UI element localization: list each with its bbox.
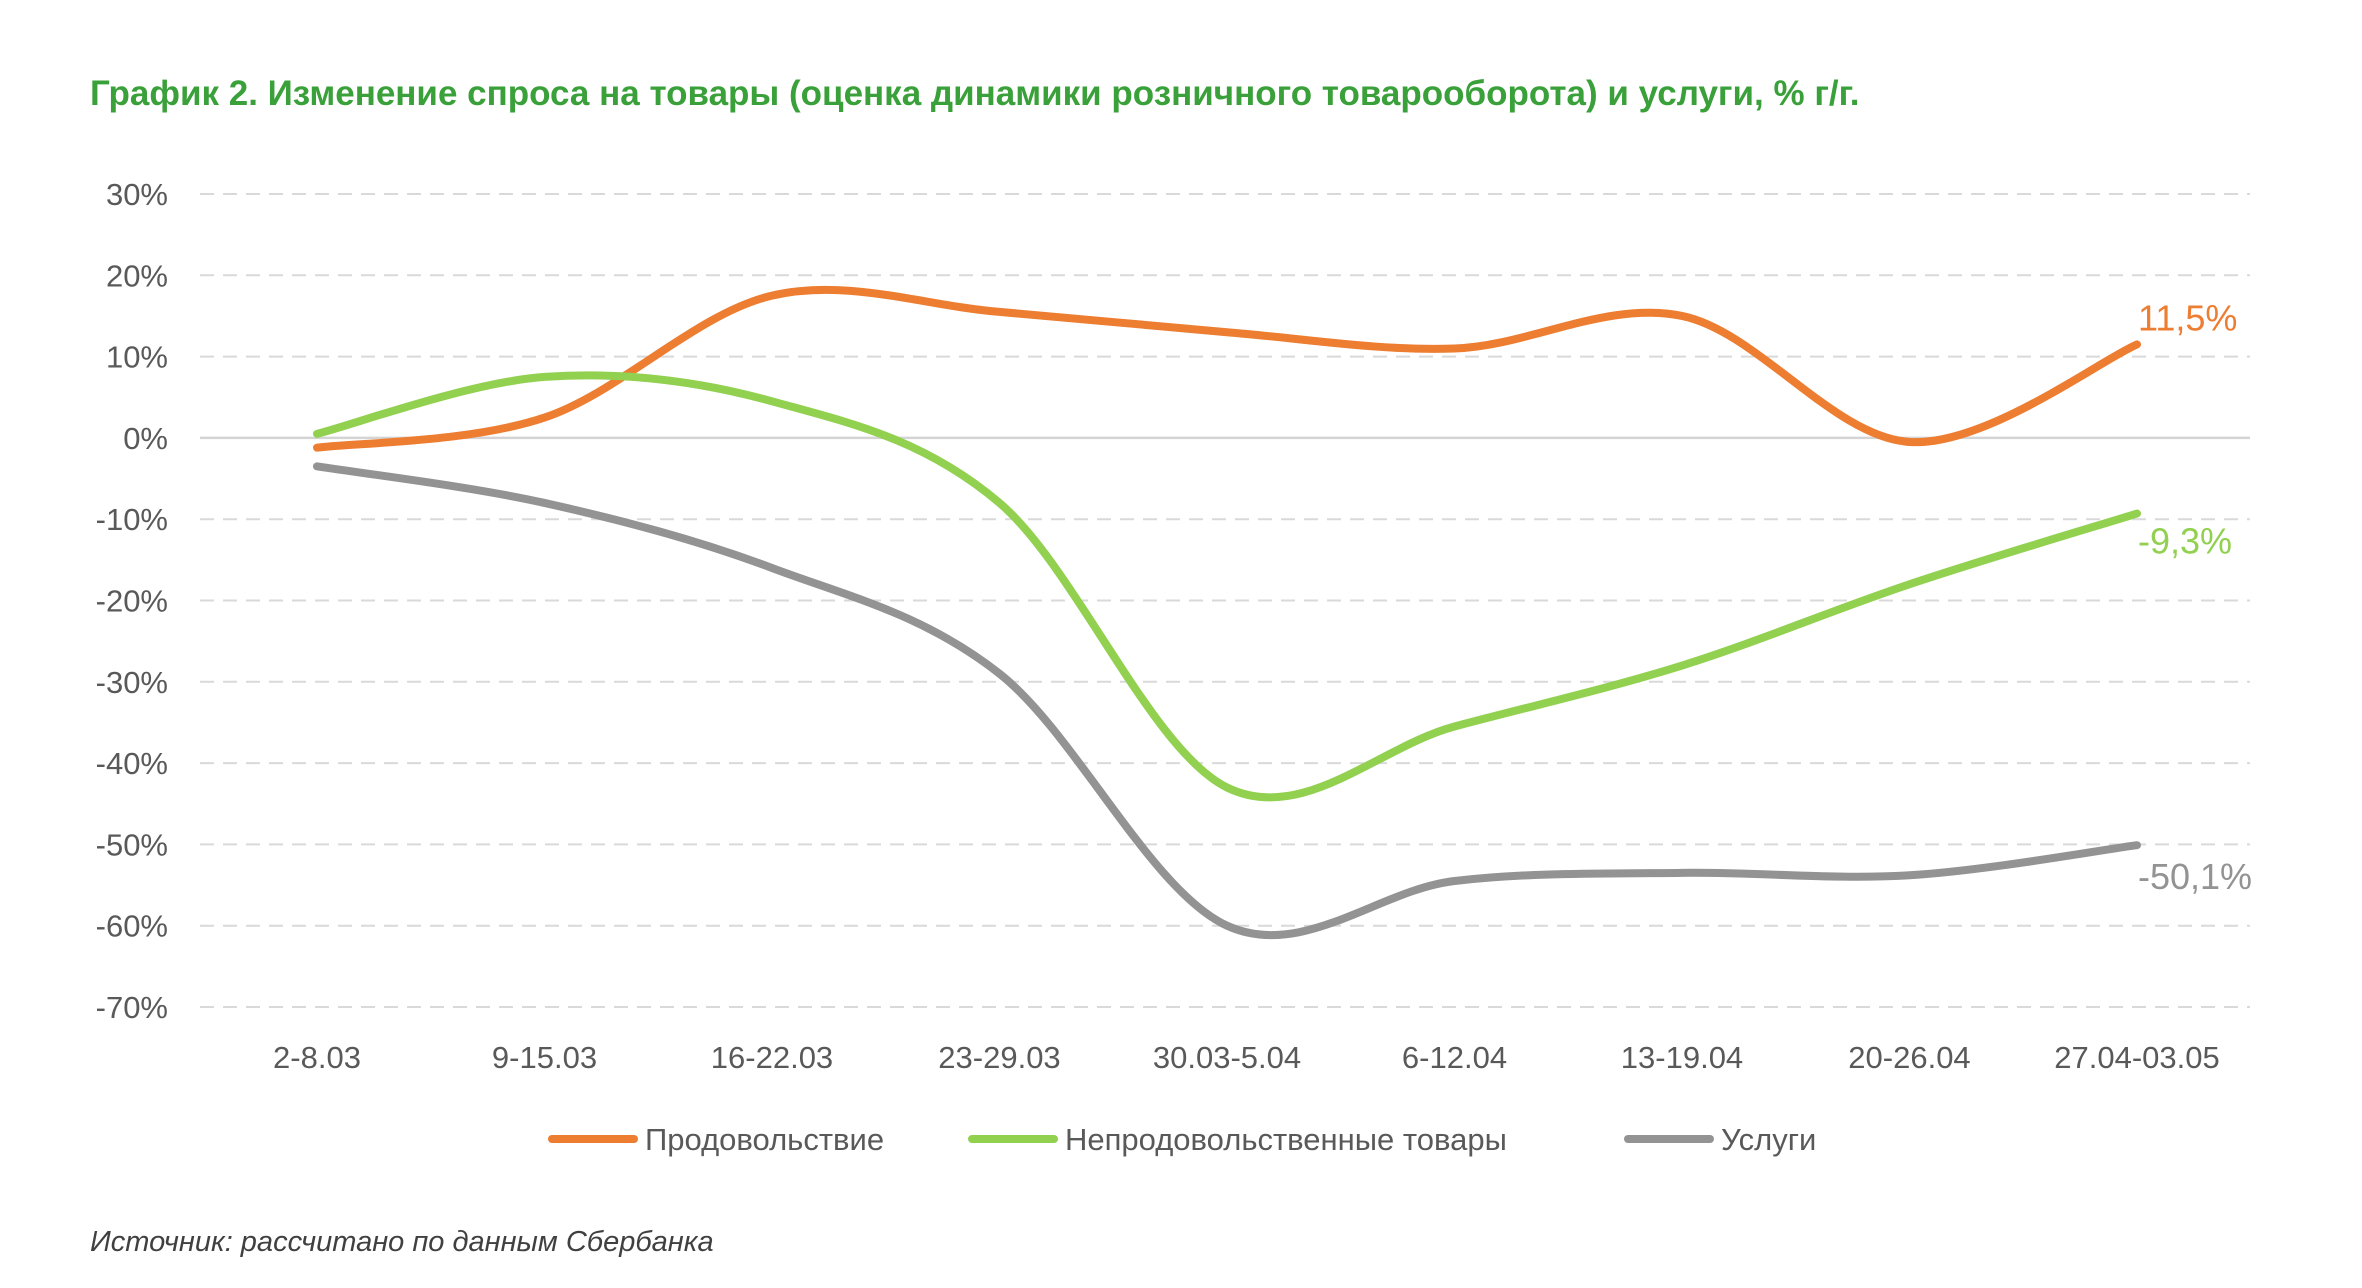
x-tick-label: 2-8.03 (273, 1040, 361, 1075)
legend-label-food: Продовольствие (645, 1122, 884, 1157)
y-tick-label: -20% (96, 584, 168, 619)
y-tick-label: 0% (123, 421, 168, 456)
y-tick-label: -70% (96, 990, 168, 1025)
x-axis-tick-labels: 2-8.03 9-15.03 16-22.03 23-29.03 30.03-5.04 6… (273, 1040, 2220, 1075)
line-chart: 30%20%10%0%-10%-20%-30%-40%-50%-60%-70% … (96, 177, 2252, 1157)
legend-label-services: Услуги (1721, 1122, 1816, 1157)
chart-title: График 2. Изменение спроса на товары (оц… (90, 74, 1860, 113)
y-tick-label: -10% (96, 502, 168, 537)
x-tick-label: 13-19.04 (1621, 1040, 1743, 1075)
y-tick-label: -40% (96, 746, 168, 781)
x-tick-label: 6-12.04 (1402, 1040, 1507, 1075)
end-label-nonfood: -9,3% (2138, 521, 2232, 562)
series-line-nonfood (313, 371, 2141, 802)
x-tick-label: 9-15.03 (492, 1040, 597, 1075)
legend: Продовольствие Непродовольственные товары… (548, 1122, 1816, 1157)
y-tick-label: 30% (106, 177, 168, 212)
y-tick-label: 20% (106, 258, 168, 293)
y-tick-label: -60% (96, 909, 168, 944)
source-note: Источник: рассчитано по данным Сбербанка (90, 1226, 714, 1258)
legend-label-nonfood: Непродовольственные товары (1065, 1122, 1507, 1157)
gridlines (200, 193, 2250, 1008)
series-line-food (313, 285, 2141, 452)
x-tick-label: 20-26.04 (1848, 1040, 1970, 1075)
x-tick-label: 16-22.03 (711, 1040, 833, 1075)
y-tick-label: 10% (106, 340, 168, 375)
y-tick-label: -50% (96, 827, 168, 862)
y-axis-tick-labels: 30% 20% 10% 0% -10% -20% -30% -40% -50% -60% -70% (96, 177, 168, 1025)
x-tick-label: 27.04-03.05 (2054, 1040, 2219, 1075)
x-tick-label: 30.03-5.04 (1153, 1040, 1301, 1075)
end-value-labels: 11,5% -9,3% -50,1% (2138, 297, 2252, 897)
x-tick-label: 23-29.03 (938, 1040, 1060, 1075)
end-label-services: -50,1% (2138, 856, 2252, 897)
y-tick-label: -30% (96, 665, 168, 700)
series-lines (313, 285, 2141, 940)
series-line-services (313, 462, 2141, 940)
end-label-food: 11,5% (2138, 297, 2237, 338)
